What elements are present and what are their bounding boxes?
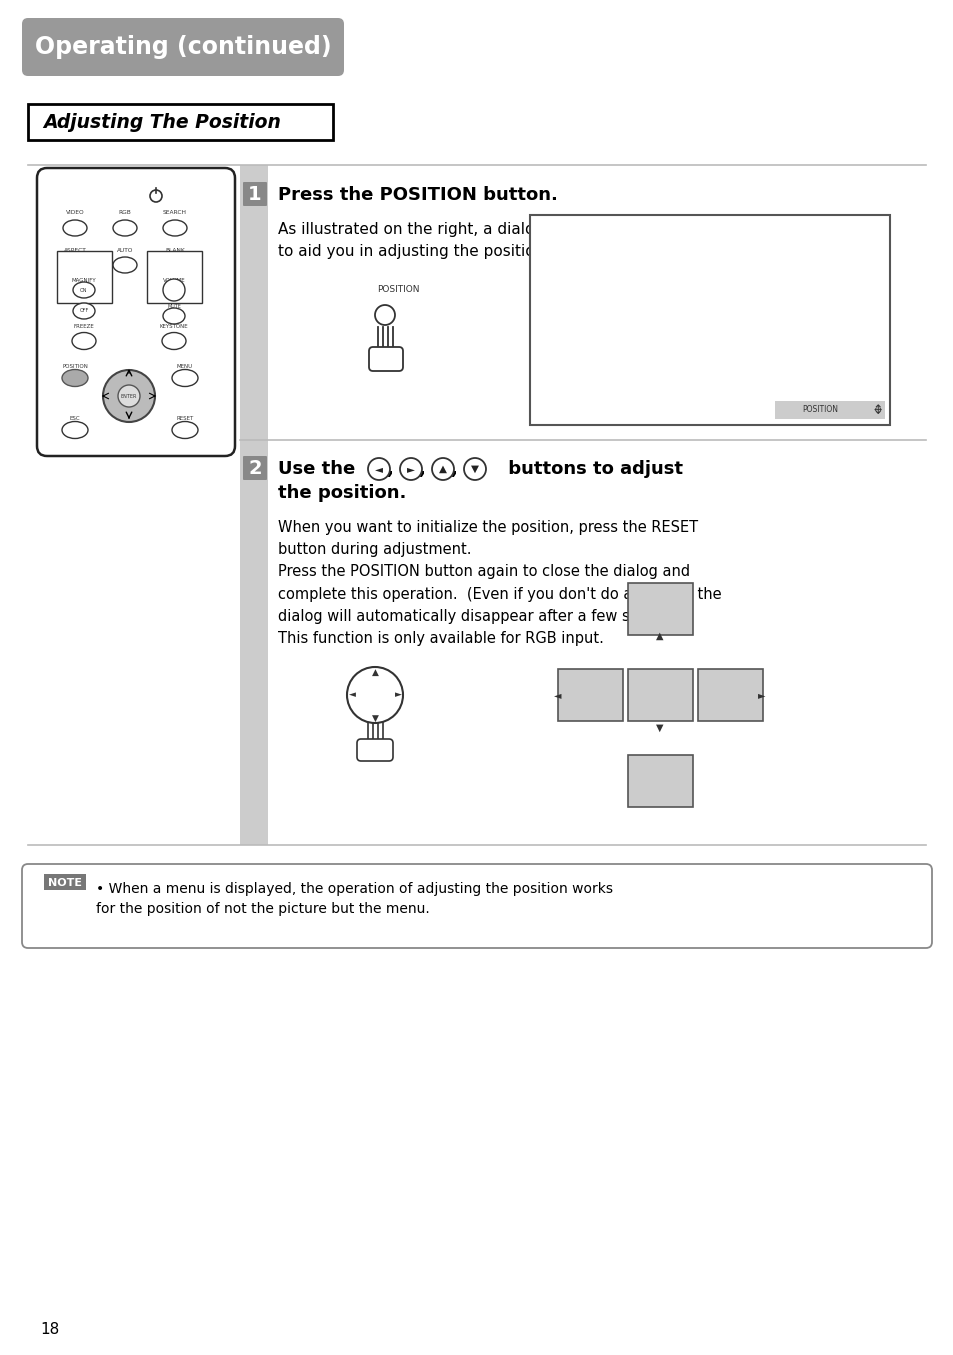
Text: ↔: ↔ bbox=[873, 405, 882, 415]
Text: ,: , bbox=[450, 459, 456, 478]
Text: ▼: ▼ bbox=[471, 463, 478, 474]
Text: NOTE: NOTE bbox=[48, 878, 82, 888]
Text: the position.: the position. bbox=[277, 484, 406, 501]
Circle shape bbox=[432, 458, 454, 480]
Text: SEARCH: SEARCH bbox=[163, 210, 187, 215]
Ellipse shape bbox=[163, 220, 187, 236]
Text: POSITION: POSITION bbox=[376, 285, 419, 294]
Bar bbox=[627, 755, 692, 808]
Text: POSITION: POSITION bbox=[62, 363, 88, 369]
Text: When you want to initialize the position, press the RESET
button during adjustme: When you want to initialize the position… bbox=[277, 520, 720, 646]
Circle shape bbox=[368, 458, 390, 480]
Text: ◄: ◄ bbox=[375, 463, 382, 474]
Ellipse shape bbox=[112, 220, 137, 236]
Text: MUTE: MUTE bbox=[167, 304, 181, 309]
Text: KEYSTONE: KEYSTONE bbox=[159, 324, 188, 328]
Text: 2: 2 bbox=[248, 459, 261, 478]
Text: FREEZE: FREEZE bbox=[73, 324, 94, 328]
Ellipse shape bbox=[172, 370, 198, 386]
Text: 18: 18 bbox=[40, 1322, 59, 1337]
Bar bbox=[530, 215, 889, 425]
Text: buttons to adjust: buttons to adjust bbox=[501, 459, 682, 478]
Ellipse shape bbox=[118, 385, 140, 406]
Text: POSITION: POSITION bbox=[801, 405, 837, 415]
Bar bbox=[627, 583, 692, 635]
Text: • When a menu is displayed, the operation of adjusting the position works
for th: • When a menu is displayed, the operatio… bbox=[96, 882, 613, 916]
FancyBboxPatch shape bbox=[243, 457, 267, 480]
Ellipse shape bbox=[163, 279, 185, 301]
Text: ◄: ◄ bbox=[348, 691, 355, 699]
Text: RGB: RGB bbox=[118, 210, 132, 215]
Text: ENTER: ENTER bbox=[121, 393, 137, 398]
Ellipse shape bbox=[73, 304, 95, 318]
FancyBboxPatch shape bbox=[37, 168, 234, 457]
Text: ◄: ◄ bbox=[554, 690, 561, 701]
Circle shape bbox=[399, 458, 421, 480]
Circle shape bbox=[463, 458, 485, 480]
Ellipse shape bbox=[172, 421, 198, 439]
FancyBboxPatch shape bbox=[356, 738, 393, 762]
Ellipse shape bbox=[162, 332, 186, 350]
FancyBboxPatch shape bbox=[369, 347, 402, 371]
Ellipse shape bbox=[73, 282, 95, 298]
Text: Operating (continued): Operating (continued) bbox=[34, 35, 331, 60]
Bar bbox=[698, 669, 762, 721]
Bar bbox=[147, 251, 202, 304]
FancyBboxPatch shape bbox=[22, 864, 931, 948]
Text: ►: ► bbox=[395, 691, 401, 699]
Ellipse shape bbox=[71, 332, 96, 350]
Bar bbox=[774, 401, 884, 419]
Text: ON: ON bbox=[80, 287, 88, 293]
Text: OFF: OFF bbox=[79, 309, 89, 313]
Text: ESC: ESC bbox=[70, 416, 80, 420]
Ellipse shape bbox=[163, 257, 187, 272]
Text: BLANK: BLANK bbox=[165, 248, 185, 252]
FancyBboxPatch shape bbox=[22, 18, 344, 76]
Text: ,: , bbox=[386, 459, 393, 478]
Ellipse shape bbox=[103, 370, 154, 421]
Text: ►: ► bbox=[407, 463, 415, 474]
Text: ►: ► bbox=[758, 690, 765, 701]
Circle shape bbox=[347, 667, 402, 724]
Text: Use the: Use the bbox=[277, 459, 361, 478]
Ellipse shape bbox=[63, 220, 87, 236]
Text: MAGNIFY: MAGNIFY bbox=[71, 279, 96, 283]
Text: VIDEO: VIDEO bbox=[66, 210, 84, 215]
Bar bbox=[57, 251, 112, 304]
Bar bbox=[627, 669, 692, 721]
Text: ASPECT: ASPECT bbox=[64, 248, 87, 252]
Ellipse shape bbox=[163, 308, 185, 324]
Circle shape bbox=[150, 190, 162, 202]
Bar bbox=[44, 874, 86, 890]
Bar bbox=[28, 104, 333, 140]
Text: RESET: RESET bbox=[176, 416, 193, 420]
Text: ↕: ↕ bbox=[872, 404, 882, 416]
Text: ▲: ▲ bbox=[371, 668, 378, 676]
FancyBboxPatch shape bbox=[243, 182, 267, 206]
Text: AUTO: AUTO bbox=[116, 248, 133, 252]
Text: 1: 1 bbox=[248, 186, 261, 205]
Ellipse shape bbox=[62, 421, 88, 439]
Text: Adjusting The Position: Adjusting The Position bbox=[43, 114, 280, 133]
Text: MENU: MENU bbox=[176, 363, 193, 369]
Bar bbox=[558, 669, 622, 721]
Text: ▼: ▼ bbox=[371, 714, 378, 722]
Text: ▼: ▼ bbox=[656, 724, 663, 733]
Ellipse shape bbox=[62, 370, 88, 386]
Text: Press the POSITION button.: Press the POSITION button. bbox=[277, 186, 558, 205]
Text: VOLUME: VOLUME bbox=[163, 279, 185, 283]
Text: ▲: ▲ bbox=[656, 631, 663, 641]
Text: ,: , bbox=[418, 459, 425, 478]
Ellipse shape bbox=[63, 257, 87, 272]
Text: As illustrated on the right, a dialog will appear on the screen
to aid you in ad: As illustrated on the right, a dialog wi… bbox=[277, 222, 742, 259]
Text: ▲: ▲ bbox=[438, 463, 447, 474]
Bar bbox=[240, 165, 268, 846]
Ellipse shape bbox=[112, 257, 137, 272]
